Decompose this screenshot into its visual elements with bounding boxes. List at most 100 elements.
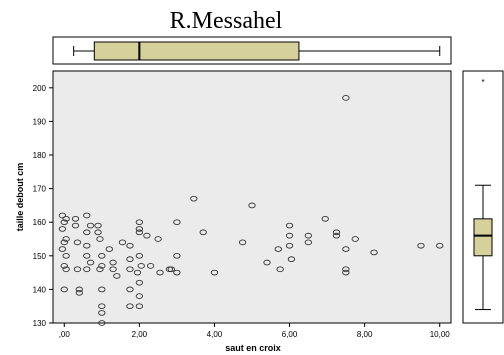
y-boxplot-outlier: * <box>481 78 484 87</box>
data-point <box>436 242 444 249</box>
data-point <box>173 252 181 259</box>
data-point <box>75 289 83 296</box>
data-point <box>71 222 80 229</box>
data-point <box>98 286 106 293</box>
x-axis-label: saut en croix <box>225 343 281 353</box>
data-point <box>135 279 144 286</box>
x-tick-label: ,00 <box>59 330 71 339</box>
data-point <box>133 269 142 276</box>
data-point <box>98 252 106 259</box>
data-point <box>167 266 175 273</box>
x-tick-label: 10,00 <box>430 330 451 339</box>
data-point <box>118 239 127 246</box>
x-boxplot <box>73 41 441 61</box>
data-point <box>370 249 378 256</box>
data-point <box>60 219 68 226</box>
data-point <box>96 236 104 242</box>
x-tick-label: 8,00 <box>357 330 373 339</box>
chart-title: R.Messahel <box>170 8 283 34</box>
data-point <box>86 222 95 229</box>
data-point <box>126 303 134 310</box>
data-point <box>342 95 350 101</box>
x-boxplot-box <box>93 41 300 61</box>
data-point <box>156 269 164 276</box>
y-boxplot: * <box>473 78 493 311</box>
data-point <box>83 252 91 259</box>
data-point <box>60 239 68 246</box>
data-point <box>98 303 106 310</box>
data-point <box>62 252 70 259</box>
data-point <box>73 266 82 273</box>
data-point <box>210 269 219 276</box>
plot-area <box>52 70 452 324</box>
data-point <box>113 273 121 279</box>
data-point <box>58 246 67 252</box>
data-point <box>58 212 67 219</box>
data-point <box>274 246 282 252</box>
data-point <box>287 256 296 263</box>
data-point <box>342 266 350 273</box>
y-tick-label: 140 <box>33 285 47 294</box>
data-point <box>98 310 106 316</box>
data-point <box>60 286 68 293</box>
data-point <box>146 263 155 269</box>
data-point <box>83 229 91 236</box>
data-point <box>75 286 83 293</box>
x-tick-label: 2,00 <box>132 330 148 339</box>
data-point <box>62 266 70 273</box>
y-tick-label: 200 <box>33 84 47 93</box>
data-point <box>173 219 181 226</box>
data-point <box>98 263 106 269</box>
data-point <box>109 259 117 266</box>
data-point <box>135 226 144 232</box>
data-point <box>304 239 312 246</box>
x-tick-label: 6,00 <box>282 330 298 339</box>
data-point <box>135 303 144 310</box>
data-point <box>342 246 350 252</box>
data-point <box>98 320 106 326</box>
x-axis: ,00 2,00 4,00 6,00 8,00 10,00 <box>59 323 451 339</box>
data-point <box>154 236 162 242</box>
y-tick-label: 130 <box>33 319 47 328</box>
y-boxplot-box <box>473 218 493 257</box>
data-point <box>83 266 91 273</box>
data-point <box>199 229 207 236</box>
y-tick-label: 180 <box>33 151 47 160</box>
data-point <box>238 239 247 246</box>
data-point <box>96 266 104 273</box>
data-point <box>304 232 312 239</box>
data-point <box>342 269 350 276</box>
y-axis-label: taille debout cm <box>15 163 25 232</box>
data-point <box>285 222 294 229</box>
y-axis: 130 140 150 160 170 180 190 200 <box>33 84 53 328</box>
scatter-points <box>58 95 444 326</box>
data-point <box>126 242 134 249</box>
y-tick-label: 170 <box>33 185 47 194</box>
data-point <box>62 215 70 222</box>
data-point <box>285 232 294 239</box>
y-tick-label: 150 <box>33 252 47 261</box>
y-tick-label: 160 <box>33 218 47 227</box>
data-point <box>332 232 341 239</box>
data-point <box>105 246 113 252</box>
data-point <box>71 215 80 222</box>
data-point <box>83 212 91 219</box>
data-point <box>321 215 329 222</box>
data-point <box>86 259 95 266</box>
data-point <box>135 229 144 236</box>
data-point <box>263 259 271 266</box>
y-tick-label: 190 <box>33 117 47 126</box>
data-point <box>94 229 102 236</box>
data-point <box>137 263 145 269</box>
data-point <box>58 226 67 232</box>
data-point <box>190 195 198 202</box>
data-point <box>276 266 284 273</box>
data-point <box>332 229 341 236</box>
data-point <box>135 293 144 299</box>
data-point <box>62 236 70 242</box>
data-point <box>173 269 181 276</box>
data-point <box>126 256 134 263</box>
data-point <box>143 232 151 239</box>
data-point <box>135 252 144 259</box>
